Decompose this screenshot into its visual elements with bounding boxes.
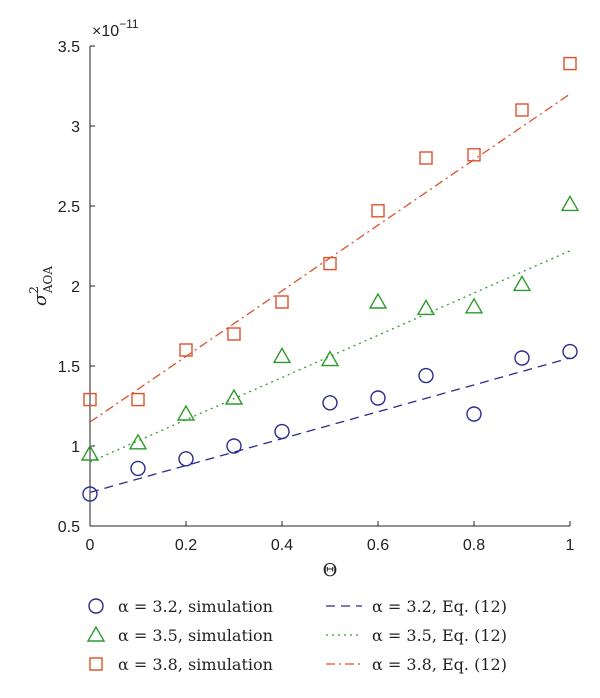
data-point-triangle bbox=[560, 194, 580, 212]
data-point-triangle bbox=[512, 274, 532, 292]
data-point-square bbox=[419, 151, 433, 165]
legend-label: α = 3.2, Eq. (12) bbox=[372, 597, 507, 616]
legend-label: α = 3.2, simulation bbox=[118, 597, 273, 616]
legend-marker-square bbox=[89, 657, 103, 671]
x-tick-label: 0.4 bbox=[271, 537, 293, 554]
y-axis-title: σ2AOA bbox=[27, 266, 55, 306]
data-point-square bbox=[275, 295, 289, 309]
data-point-circle bbox=[274, 423, 290, 440]
y-axis-title-sub: AOA bbox=[41, 266, 55, 295]
y-tick-label: 2 bbox=[71, 279, 80, 296]
y-axis-title-base: σ bbox=[30, 293, 51, 306]
y-tick-label: 3 bbox=[71, 119, 80, 136]
data-point-square bbox=[83, 392, 97, 407]
data-point-circle bbox=[514, 350, 530, 366]
legend-label: α = 3.5, Eq. (12) bbox=[372, 626, 507, 645]
data-point-square bbox=[323, 256, 337, 271]
x-axis-title: Θ bbox=[323, 560, 338, 581]
data-point-triangle bbox=[320, 350, 340, 367]
data-point-square bbox=[467, 148, 481, 162]
data-point-triangle bbox=[224, 388, 244, 405]
data-point-circle bbox=[82, 486, 98, 502]
data-point-square bbox=[227, 327, 241, 341]
y-tick-label: 1 bbox=[71, 439, 80, 456]
y-axis-title-sup: 2 bbox=[27, 286, 41, 294]
data-point-circle bbox=[322, 395, 338, 411]
y-multiplier-exponent: −11 bbox=[119, 17, 139, 31]
legend-marker-circle bbox=[88, 598, 104, 614]
fit-lines bbox=[89, 93, 571, 494]
data-point-triangle bbox=[416, 298, 436, 316]
data-point-circle bbox=[178, 451, 194, 467]
data-point-circle bbox=[562, 343, 578, 360]
y-tick-label: 1.5 bbox=[58, 359, 80, 376]
x-tick-label: 0.6 bbox=[367, 537, 389, 554]
plot-axes bbox=[89, 46, 570, 527]
y-tick-label: 3.5 bbox=[58, 39, 80, 56]
y-tick-label: 0.5 bbox=[58, 519, 80, 536]
data-point-square bbox=[131, 392, 145, 407]
data-point-circle bbox=[226, 438, 242, 454]
data-point-triangle bbox=[272, 346, 292, 364]
legend-label: α = 3.5, simulation bbox=[118, 626, 273, 645]
data-point-triangle bbox=[464, 297, 484, 314]
data-point-square bbox=[179, 343, 193, 357]
legend-label: α = 3.8, Eq. (12) bbox=[372, 655, 507, 674]
fit-line-series-4 bbox=[89, 250, 571, 463]
y-tick-label: 2.5 bbox=[58, 199, 80, 216]
data-point-triangle bbox=[368, 292, 388, 309]
axis-ticks: 0 0.2 0.4 0.6 0.8 1 0.5 1 1.5 2 2.5 3 3.5 bbox=[58, 39, 575, 554]
x-tick-label: 0.8 bbox=[463, 537, 485, 554]
data-point-square bbox=[371, 204, 385, 218]
x-tick-label: 1 bbox=[566, 537, 575, 554]
legend: α = 3.2, simulation α = 3.5, simulation α … bbox=[86, 597, 507, 674]
data-point-circle bbox=[466, 406, 482, 422]
data-point-circle bbox=[130, 460, 146, 477]
data-point-square bbox=[563, 56, 577, 71]
data-point-triangle bbox=[80, 444, 100, 461]
data-point-circle bbox=[370, 390, 386, 406]
data-point-triangle bbox=[176, 404, 196, 421]
y-multiplier: ×10−11 bbox=[92, 17, 139, 40]
fit-line-series-3 bbox=[89, 357, 571, 494]
data-point-square bbox=[515, 103, 529, 117]
x-tick-label: 0.2 bbox=[175, 537, 197, 554]
data-point-triangle bbox=[128, 433, 148, 450]
y-multiplier-base: ×10 bbox=[92, 23, 119, 40]
data-markers bbox=[80, 56, 580, 502]
data-point-circle bbox=[418, 367, 434, 384]
legend-marker-triangle bbox=[86, 625, 106, 642]
x-tick-label: 0 bbox=[86, 537, 95, 554]
legend-label: α = 3.8, simulation bbox=[118, 655, 273, 674]
